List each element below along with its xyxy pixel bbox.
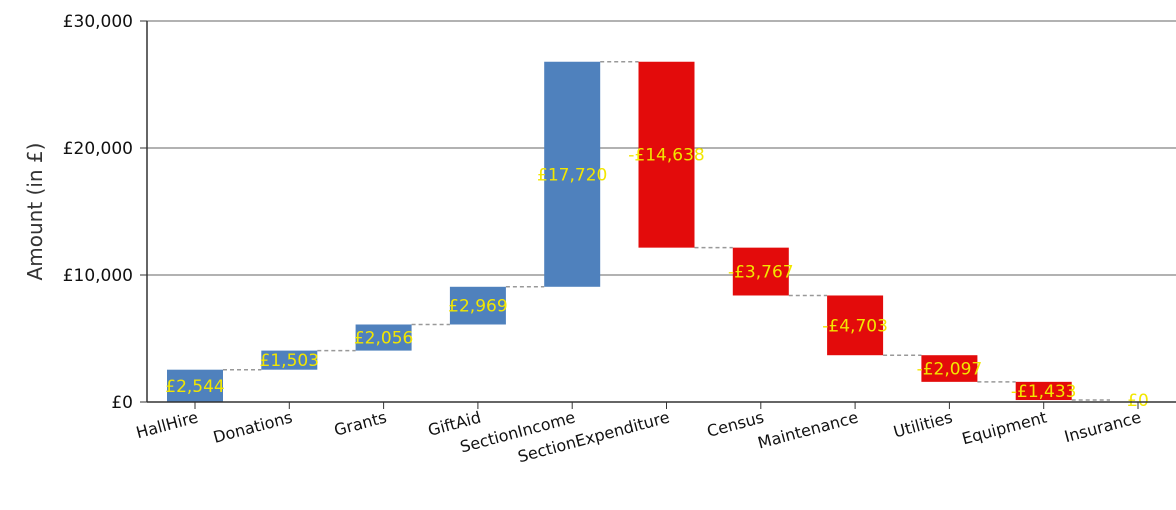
data-label-maintenance: -£4,703 xyxy=(822,316,888,336)
x-tick-label: Equipment xyxy=(960,408,1049,449)
bar-census xyxy=(732,247,789,296)
bar-giftaid xyxy=(449,286,506,325)
data-labels: £2,544 £1,503 £2,056 £2,969 £17,720 -£14,638 -… xyxy=(165,146,1149,411)
data-label-insurance: £0 xyxy=(1127,391,1149,411)
data-label-donations: £1,503 xyxy=(260,351,319,371)
x-tick-label: Insurance xyxy=(1062,408,1143,447)
data-label-giftaid: £2,969 xyxy=(448,297,507,317)
x-tick-label: Grants xyxy=(332,408,389,440)
y-tick-label: £10,000 xyxy=(63,266,133,286)
bar-utilities xyxy=(921,355,978,382)
bar-hallhire xyxy=(167,369,223,402)
y-axis-ticks: £0 £10,000 £20,000 £30,000 xyxy=(63,12,147,413)
connector-lines xyxy=(223,60,1110,401)
data-label-grants: £2,056 xyxy=(354,329,413,349)
bar-sectionincome xyxy=(544,61,601,287)
bar-maintenance xyxy=(827,295,884,356)
bar-donations xyxy=(261,350,318,370)
bar-grants xyxy=(355,324,412,351)
bar-sectionexpenditure xyxy=(638,61,695,248)
x-tick-label: HallHire xyxy=(134,408,200,443)
x-tick-label: Maintenance xyxy=(756,408,860,453)
data-label-hallhire: £2,544 xyxy=(165,377,224,397)
bar-equipment xyxy=(1015,381,1072,401)
x-tick-label: Donations xyxy=(211,408,294,447)
data-label-utilities: -£2,097 xyxy=(917,360,983,380)
x-tick-label: Utilities xyxy=(891,408,954,442)
data-label-sectionexpenditure: -£14,638 xyxy=(628,146,704,166)
y-tick-label: £30,000 xyxy=(63,12,133,32)
y-tick-label: £0 xyxy=(111,393,133,413)
data-label-equipment: -£1,433 xyxy=(1011,382,1077,402)
data-label-sectionincome: £17,720 xyxy=(537,165,607,185)
bars xyxy=(167,61,1072,402)
data-label-census: -£3,767 xyxy=(728,263,794,283)
y-tick-label: £20,000 xyxy=(63,139,133,159)
y-axis-label: Amount (in £) xyxy=(23,143,47,281)
